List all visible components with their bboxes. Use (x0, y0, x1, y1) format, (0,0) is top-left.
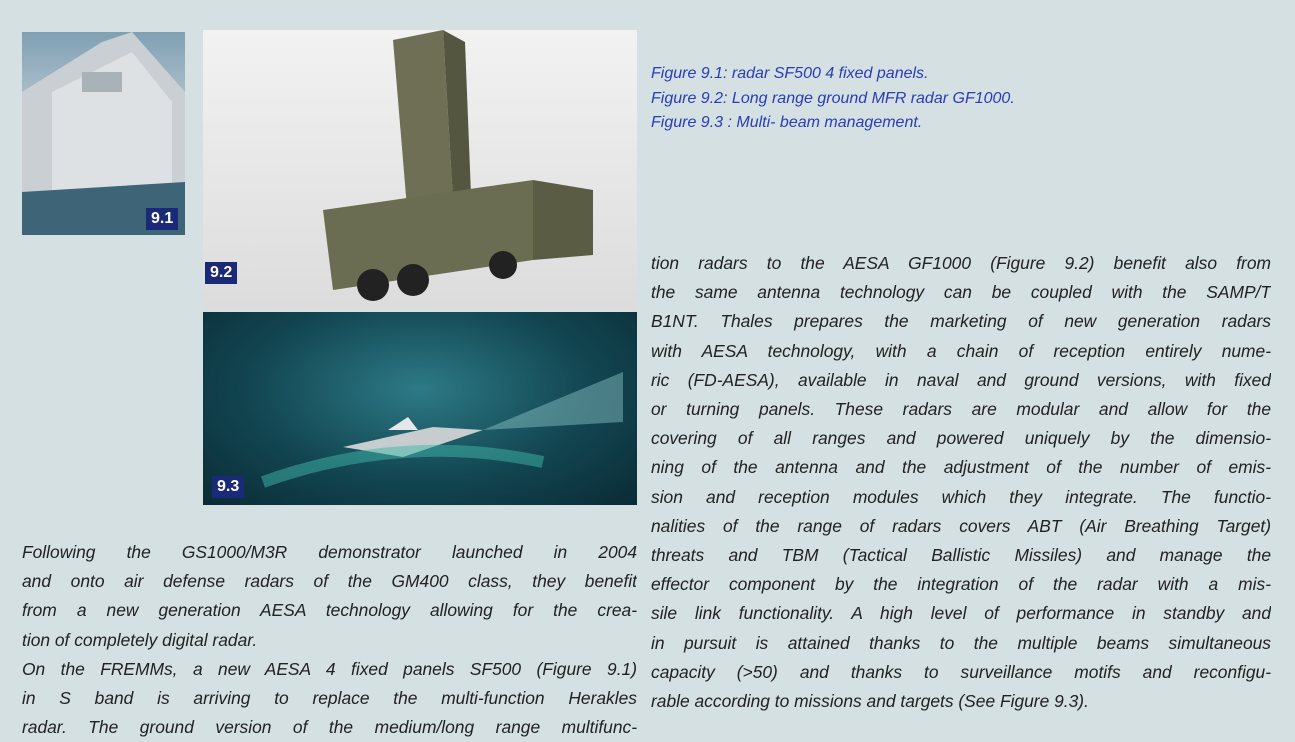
figure-ship: 9.1 (22, 32, 185, 235)
text-line: nalities of the range of radars covers A… (651, 512, 1271, 541)
text-line: radar. The ground version of the medium/… (22, 713, 637, 742)
text-line: in S band is arriving to replace the mul… (22, 684, 637, 713)
text-line: sion and reception modules which they in… (651, 483, 1271, 512)
figure-radar: 9.2 (203, 30, 637, 310)
text-line: in pursuit is attained thanks to the mul… (651, 629, 1271, 658)
caption: Figure 9.2: Long range ground MFR radar … (651, 87, 1015, 112)
text-line: and onto air defense radars of the GM400… (22, 567, 637, 596)
text-line: ric (FD-AESA), available in naval and gr… (651, 366, 1271, 395)
caption: Figure 9.1: radar SF500 4 fixed panels. (651, 62, 1015, 87)
figure-label: 9.1 (146, 208, 178, 230)
figure-beams: 9.3 (203, 312, 637, 505)
text-line: capacity (>50) and thanks to surveillanc… (651, 658, 1271, 687)
text-line: covering of all ranges and powered uniqu… (651, 424, 1271, 453)
caption: Figure 9.3 : Multi- beam management. (651, 111, 1015, 136)
text-line: B1NT. Thales prepares the marketing of n… (651, 307, 1271, 336)
text-line: ning of the antenna and the adjustment o… (651, 453, 1271, 482)
right-column: tion radars to the AESA GF1000 (Figure 9… (651, 249, 1271, 716)
radar-drawing (203, 30, 637, 310)
ship-drawing (22, 32, 185, 235)
text-line: tion of completely digital radar. (22, 626, 637, 655)
text-line: sile link functionality. A high level of… (651, 599, 1271, 628)
figure-label: 9.2 (205, 262, 237, 284)
text-line: Following the GS1000/M3R demonstrator la… (22, 538, 637, 567)
beams-drawing (203, 312, 637, 505)
figure-label: 9.3 (212, 476, 244, 498)
text-line: or turning panels. These radars are modu… (651, 395, 1271, 424)
text-line: On the FREMMs, a new AESA 4 fixed panels… (22, 655, 637, 684)
text-line: tion radars to the AESA GF1000 (Figure 9… (651, 249, 1271, 278)
text-line: threats and TBM (Tactical Ballistic Miss… (651, 541, 1271, 570)
text-line: rable according to missions and targets … (651, 687, 1271, 716)
captions: Figure 9.1: radar SF500 4 fixed panels.F… (651, 62, 1015, 136)
left-column: Following the GS1000/M3R demonstrator la… (22, 538, 637, 742)
page: 9.1 9.2 9.3 Figure 9.1: radar SF500 4 fi… (0, 0, 1295, 726)
text-line: effector component by the integration of… (651, 570, 1271, 599)
text-line: the same antenna technology can be coupl… (651, 278, 1271, 307)
text-line: from a new generation AESA technology al… (22, 596, 637, 625)
text-line: with AESA technology, with a chain of re… (651, 337, 1271, 366)
